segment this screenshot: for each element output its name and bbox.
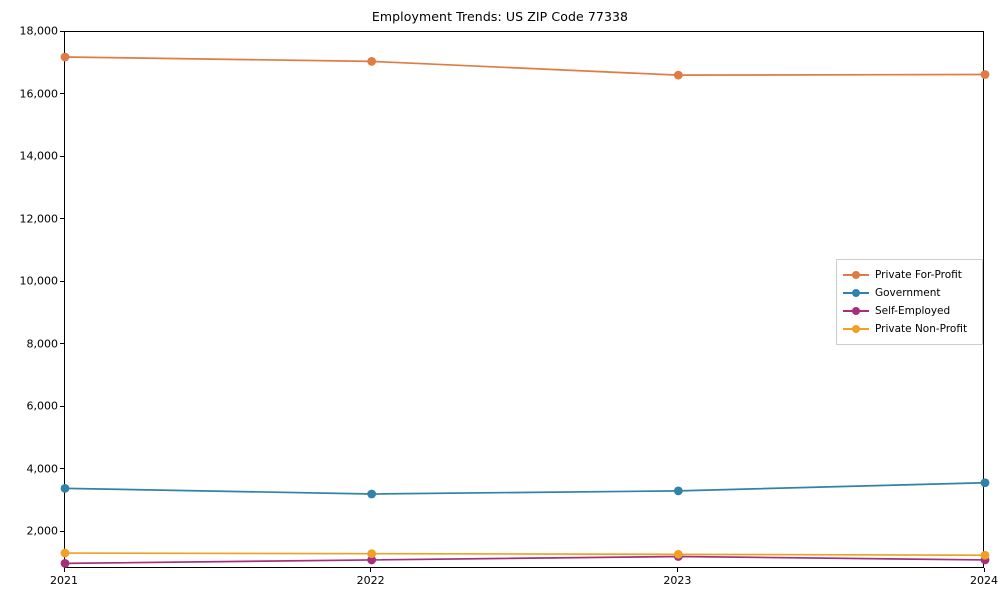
legend-swatch-icon: [843, 323, 869, 335]
data-point-marker: [980, 478, 990, 488]
y-axis-tick-mark: [60, 530, 64, 532]
series-line: [64, 555, 986, 565]
data-point-marker: [60, 558, 70, 568]
y-axis-tick-mark: [60, 343, 64, 345]
y-axis-tick-label: 6,000: [26, 399, 59, 413]
data-point-marker: [980, 550, 990, 560]
data-point-marker: [60, 52, 70, 62]
chart-title: Employment Trends: US ZIP Code 77338: [371, 9, 629, 24]
data-point-marker: [367, 56, 377, 66]
plot-area: [60, 31, 990, 568]
legend-item[interactable]: Government: [843, 284, 975, 302]
y-axis-tick-label: 4,000: [26, 462, 59, 476]
y-axis-tick-label: 18,000: [19, 24, 59, 38]
y-axis-tick-mark: [60, 405, 64, 407]
y-axis-tick-mark: [60, 218, 64, 220]
y-axis-tick-mark: [60, 155, 64, 157]
x-axis-tick-label: 2023: [663, 574, 692, 587]
data-series: [60, 548, 990, 560]
data-point-marker: [367, 555, 377, 565]
legend-item-label: Private For-Profit: [875, 269, 962, 281]
legend-swatch-icon: [843, 269, 869, 281]
data-point-marker: [673, 549, 683, 559]
y-axis-tick-mark: [60, 280, 64, 282]
legend-swatch-icon: [843, 305, 869, 317]
x-axis-tick-mark: [370, 568, 372, 572]
data-point-marker: [367, 549, 377, 559]
y-axis-tick-mark: [60, 93, 64, 95]
y-axis-tick-label: 8,000: [26, 337, 59, 351]
y-axis-tick-label: 16,000: [19, 87, 59, 100]
data-point-marker: [60, 483, 70, 493]
data-point-marker: [60, 548, 70, 558]
legend-item-label: Private Non-Profit: [875, 323, 968, 335]
x-axis-tick-label: 2021: [50, 574, 78, 587]
legend-item-label: Self-Employed: [875, 305, 951, 317]
y-axis-tick-label: 14,000: [19, 149, 59, 163]
data-point-marker: [673, 486, 683, 496]
legend-item[interactable]: Private For-Profit: [843, 266, 975, 284]
series-line: [64, 56, 986, 76]
x-axis-tick-mark: [676, 568, 678, 572]
y-axis-tick-label: 10,000: [19, 274, 59, 288]
data-series: [60, 52, 990, 80]
y-axis-tick-label: 12,000: [19, 212, 59, 226]
y-axis-tick-mark: [60, 30, 64, 32]
x-axis-tick-mark: [63, 568, 65, 572]
data-series: [60, 478, 990, 499]
series-line: [64, 481, 986, 495]
legend-item[interactable]: Private Non-Profit: [843, 320, 975, 338]
data-point-marker: [367, 489, 377, 499]
legend-swatch-icon: [843, 287, 869, 299]
chart-legend: Private For-Profit Government Self-Employe…: [836, 259, 983, 345]
series-line: [64, 552, 986, 557]
y-axis-tick-label: 2,000: [26, 524, 59, 538]
x-axis-tick-mark: [983, 568, 985, 572]
data-point-marker: [980, 70, 990, 79]
x-axis-tick-label: 2024: [970, 574, 998, 587]
x-axis-tick-label: 2022: [356, 574, 385, 587]
legend-item-label: Government: [875, 287, 941, 299]
y-axis-tick-mark: [60, 468, 64, 470]
series-lines: [60, 52, 990, 568]
legend-item[interactable]: Self-Employed: [843, 302, 975, 320]
data-point-marker: [673, 70, 683, 80]
